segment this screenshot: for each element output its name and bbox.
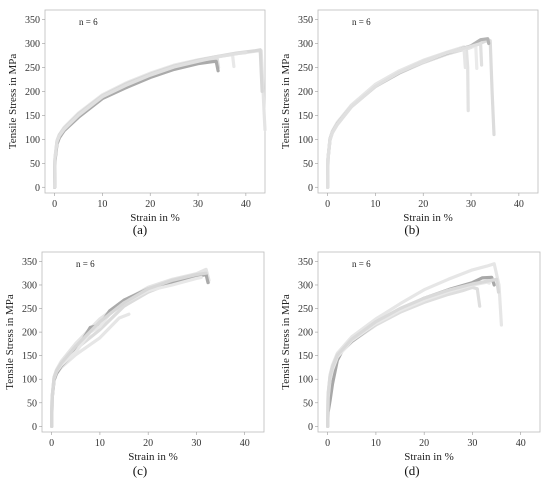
y-axis-label: Tensile Stress in MPa bbox=[280, 54, 292, 150]
stress-strain-curve-3 bbox=[326, 45, 467, 189]
x-tick-label: 30 bbox=[467, 438, 477, 449]
y-tick-label: 150 bbox=[298, 351, 313, 362]
y-tick-label: 350 bbox=[298, 15, 313, 26]
y-tick-label: 100 bbox=[298, 135, 313, 146]
y-tick-label: 300 bbox=[298, 39, 313, 50]
panel-label: (b) bbox=[404, 222, 419, 237]
y-tick-label: 350 bbox=[25, 15, 40, 26]
y-tick-label: 150 bbox=[22, 351, 37, 362]
x-tick-label: 20 bbox=[418, 199, 428, 210]
y-tick-label: 100 bbox=[25, 135, 40, 146]
sample-count-annotation: n = 6 bbox=[352, 259, 371, 269]
y-tick-label: 250 bbox=[25, 63, 40, 74]
stress-strain-curve-6 bbox=[50, 271, 208, 428]
y-tick-label: 0 bbox=[308, 183, 313, 194]
stress-strain-curve-4 bbox=[53, 48, 264, 189]
y-tick-label: 200 bbox=[22, 328, 37, 339]
y-tick-label: 250 bbox=[298, 304, 313, 315]
stress-strain-curve-1 bbox=[326, 45, 470, 189]
y-tick-label: 100 bbox=[298, 375, 313, 386]
plot-frame bbox=[44, 9, 266, 194]
stress-strain-curve-2 bbox=[326, 39, 496, 189]
stress-strain-curve-6 bbox=[326, 41, 484, 189]
y-tick-label: 150 bbox=[25, 111, 40, 122]
x-tick-label: 40 bbox=[241, 199, 251, 210]
chart-panel-2: 0 50 100 150 200 250 300 350 0 10 20 30 40 Strain in … bbox=[280, 9, 539, 237]
stress-strain-curve-5 bbox=[326, 44, 479, 189]
x-axis-label: Strain in % bbox=[404, 451, 454, 463]
y-tick-label: 350 bbox=[22, 257, 37, 268]
y-tick-label: 300 bbox=[22, 280, 37, 291]
y-tick-label: 0 bbox=[308, 422, 313, 433]
y-tick-label: 100 bbox=[22, 375, 37, 386]
y-axis-label: Tensile Stress in MPa bbox=[280, 294, 292, 390]
x-tick-label: 10 bbox=[97, 199, 107, 210]
x-tick-label: 10 bbox=[95, 438, 105, 449]
x-tick-label: 40 bbox=[516, 438, 526, 449]
y-axis-label: Tensile Stress in MPa bbox=[7, 54, 19, 150]
y-tick-label: 50 bbox=[30, 159, 40, 170]
x-tick-label: 0 bbox=[52, 199, 57, 210]
x-tick-label: 30 bbox=[466, 199, 476, 210]
x-tick-label: 30 bbox=[193, 199, 203, 210]
x-tick-label: 0 bbox=[325, 438, 330, 449]
x-tick-label: 20 bbox=[143, 438, 153, 449]
x-tick-label: 40 bbox=[514, 199, 524, 210]
y-tick-label: 200 bbox=[298, 87, 313, 98]
x-tick-label: 10 bbox=[371, 438, 381, 449]
x-axis-label: Strain in % bbox=[403, 212, 453, 224]
y-tick-label: 150 bbox=[298, 111, 313, 122]
x-tick-label: 0 bbox=[325, 199, 330, 210]
y-tick-label: 300 bbox=[298, 280, 313, 291]
y-tick-label: 300 bbox=[25, 39, 40, 50]
plot-frame bbox=[41, 251, 265, 433]
plot-frame bbox=[317, 251, 541, 433]
sample-count-annotation: n = 6 bbox=[352, 17, 371, 27]
chart-panel-4: 0 50 100 150 200 250 300 350 0 10 20 30 40 Strain in … bbox=[280, 251, 541, 478]
y-tick-label: 200 bbox=[25, 87, 40, 98]
y-tick-label: 0 bbox=[35, 183, 40, 194]
stress-strain-curve-4 bbox=[326, 275, 496, 428]
y-tick-label: 0 bbox=[32, 422, 37, 433]
panel-label: (c) bbox=[133, 463, 147, 478]
stress-strain-curve-3 bbox=[53, 53, 236, 189]
chart-panel-3: 0 50 100 150 200 250 300 350 0 10 20 30 40 Strain in … bbox=[4, 251, 265, 478]
y-tick-label: 50 bbox=[303, 398, 313, 409]
x-tick-label: 40 bbox=[240, 438, 250, 449]
y-tick-label: 350 bbox=[298, 257, 313, 268]
x-tick-label: 20 bbox=[145, 199, 155, 210]
panel-label: (d) bbox=[404, 463, 419, 478]
x-tick-label: 10 bbox=[370, 199, 380, 210]
y-tick-label: 250 bbox=[298, 63, 313, 74]
x-axis-label: Strain in % bbox=[128, 451, 178, 463]
y-tick-label: 50 bbox=[303, 159, 313, 170]
stress-strain-curve-3 bbox=[326, 280, 489, 428]
stress-strain-curve-6 bbox=[53, 51, 248, 189]
sample-count-annotation: n = 6 bbox=[79, 17, 98, 27]
y-tick-label: 250 bbox=[22, 304, 37, 315]
x-tick-label: 30 bbox=[191, 438, 201, 449]
x-tick-label: 20 bbox=[419, 438, 429, 449]
y-tick-label: 50 bbox=[27, 398, 37, 409]
panel-label: (a) bbox=[133, 222, 147, 237]
chart-panel-1: 0 50 100 150 200 250 300 350 0 10 20 30 40 Strain in … bbox=[7, 9, 267, 237]
x-axis-label: Strain in % bbox=[130, 212, 180, 224]
y-axis-label: Tensile Stress in MPa bbox=[4, 294, 16, 390]
x-tick-label: 0 bbox=[49, 438, 54, 449]
y-tick-label: 200 bbox=[298, 328, 313, 339]
plot-frame bbox=[317, 9, 539, 194]
stress-strain-curve-6 bbox=[326, 277, 501, 428]
sample-count-annotation: n = 6 bbox=[76, 259, 95, 269]
